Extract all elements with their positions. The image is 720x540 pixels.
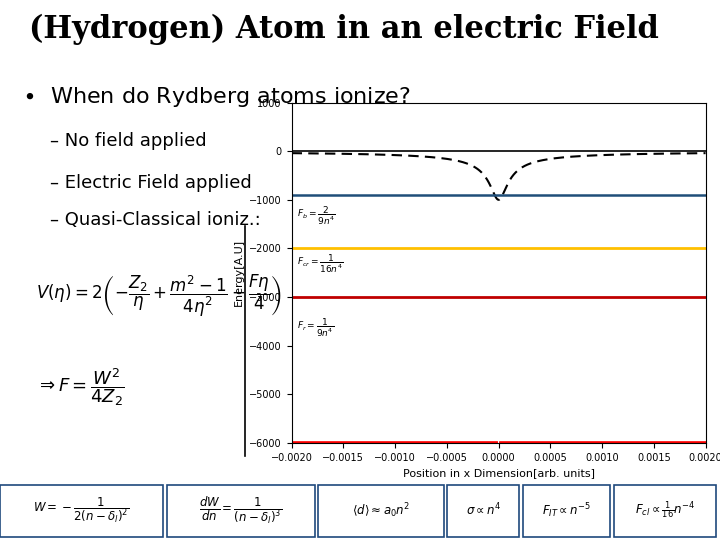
Text: $\dfrac{dW}{dn} = \dfrac{1}{(n-\delta_l)^3}$: $\dfrac{dW}{dn} = \dfrac{1}{(n-\delta_l)…: [199, 495, 282, 526]
Y-axis label: Energy[A.U]: Energy[A.U]: [233, 239, 243, 306]
FancyBboxPatch shape: [0, 485, 163, 537]
Text: $V(\eta) = 2\left(-\dfrac{Z_2}{\eta} + \dfrac{m^2-1}{4\eta^2} - \dfrac{F\eta}{4}: $V(\eta) = 2\left(-\dfrac{Z_2}{\eta} + \…: [36, 273, 282, 319]
FancyBboxPatch shape: [447, 485, 519, 537]
Text: $W = -\dfrac{1}{2(n-\delta_l)^2}$: $W = -\dfrac{1}{2(n-\delta_l)^2}$: [33, 495, 130, 525]
Text: $\sigma \propto n^4$: $\sigma \propto n^4$: [466, 502, 501, 518]
Text: $F_b = \dfrac{2}{9n^4}$: $F_b = \dfrac{2}{9n^4}$: [297, 205, 336, 227]
X-axis label: Position in x Dimension[arb. units]: Position in x Dimension[arb. units]: [402, 468, 595, 478]
Text: – Electric Field applied: – Electric Field applied: [50, 174, 252, 192]
Text: $F_{IT} \propto n^{-5}$: $F_{IT} \propto n^{-5}$: [542, 501, 591, 519]
Text: $\Rightarrow F = \dfrac{W^2}{4Z_2}$: $\Rightarrow F = \dfrac{W^2}{4Z_2}$: [36, 367, 125, 408]
FancyBboxPatch shape: [318, 485, 444, 537]
Text: (Hydrogen) Atom in an electric Field: (Hydrogen) Atom in an electric Field: [29, 14, 659, 45]
FancyBboxPatch shape: [167, 485, 315, 537]
Text: $F_r = \dfrac{1}{9n^4}$: $F_r = \dfrac{1}{9n^4}$: [297, 316, 334, 339]
FancyBboxPatch shape: [614, 485, 716, 537]
Text: $\bullet$  When do Rydberg atoms ionize?: $\bullet$ When do Rydberg atoms ionize?: [22, 85, 410, 109]
Text: $F_{cr} = \dfrac{1}{16n^4}$: $F_{cr} = \dfrac{1}{16n^4}$: [297, 253, 343, 275]
Text: – No field applied: – No field applied: [50, 132, 207, 150]
Text: $\langle d \rangle \approx a_0 n^2$: $\langle d \rangle \approx a_0 n^2$: [352, 501, 410, 519]
Text: – Quasi-Classical ioniz.:: – Quasi-Classical ioniz.:: [50, 211, 261, 230]
FancyBboxPatch shape: [523, 485, 611, 537]
Text: $F_{cl} \propto \frac{1}{16} n^{-4}$: $F_{cl} \propto \frac{1}{16} n^{-4}$: [635, 500, 696, 521]
